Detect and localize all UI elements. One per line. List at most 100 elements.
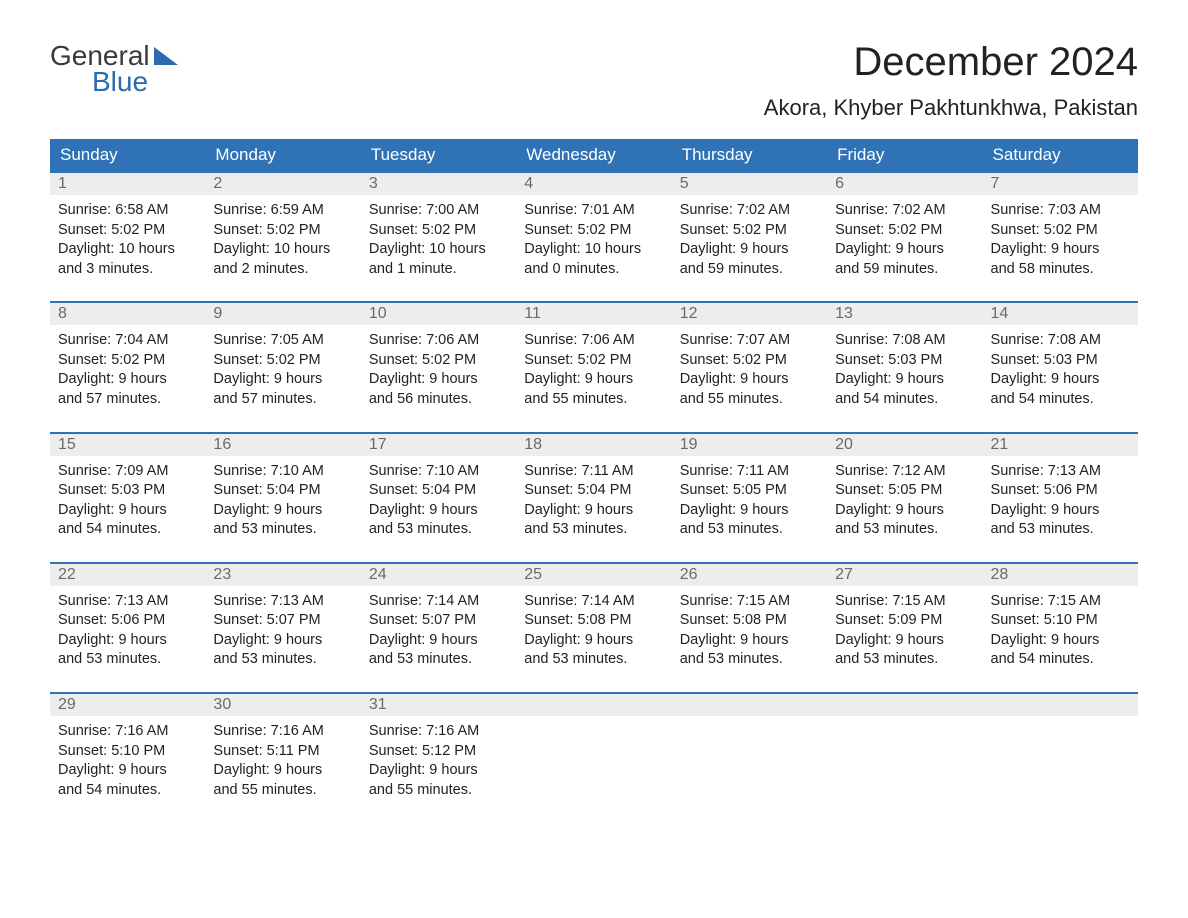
day-line: Sunrise: 7:13 AM: [213, 592, 352, 612]
day-line: Sunset: 5:04 PM: [369, 481, 508, 501]
day-cell: 13Sunrise: 7:08 AMSunset: 5:03 PMDayligh…: [827, 302, 982, 432]
day-body: Sunrise: 7:06 AMSunset: 5:02 PMDaylight:…: [516, 325, 671, 431]
location-label: Akora, Khyber Pakhtunkhwa, Pakistan: [764, 95, 1138, 121]
day-number: 30: [205, 694, 360, 716]
day-number: 10: [361, 303, 516, 325]
day-line: Sunrise: 7:03 AM: [991, 201, 1130, 221]
day-line: Sunrise: 7:05 AM: [213, 331, 352, 351]
day-line: Sunset: 5:02 PM: [369, 351, 508, 371]
day-cell: 5Sunrise: 7:02 AMSunset: 5:02 PMDaylight…: [672, 172, 827, 302]
calendar-header-row: SundayMondayTuesdayWednesdayThursdayFrid…: [50, 139, 1138, 172]
day-line: Sunset: 5:02 PM: [524, 221, 663, 241]
day-number: 2: [205, 173, 360, 195]
day-line: and 53 minutes.: [835, 650, 974, 670]
day-line: Sunrise: 7:02 AM: [680, 201, 819, 221]
day-line: Sunrise: 7:16 AM: [213, 722, 352, 742]
day-cell: 17Sunrise: 7:10 AMSunset: 5:04 PMDayligh…: [361, 433, 516, 563]
day-number: 8: [50, 303, 205, 325]
day-line: Sunset: 5:04 PM: [213, 481, 352, 501]
day-cell: 16Sunrise: 7:10 AMSunset: 5:04 PMDayligh…: [205, 433, 360, 563]
day-line: and 53 minutes.: [680, 650, 819, 670]
day-body: Sunrise: 7:11 AMSunset: 5:05 PMDaylight:…: [672, 456, 827, 562]
day-header: Friday: [827, 139, 982, 172]
day-line: Daylight: 9 hours: [991, 370, 1130, 390]
day-body: Sunrise: 7:02 AMSunset: 5:02 PMDaylight:…: [827, 195, 982, 301]
day-cell: 12Sunrise: 7:07 AMSunset: 5:02 PMDayligh…: [672, 302, 827, 432]
day-number: 23: [205, 564, 360, 586]
day-line: and 3 minutes.: [58, 260, 197, 280]
day-line: and 53 minutes.: [213, 520, 352, 540]
day-cell: 27Sunrise: 7:15 AMSunset: 5:09 PMDayligh…: [827, 563, 982, 693]
day-cell: 20Sunrise: 7:12 AMSunset: 5:05 PMDayligh…: [827, 433, 982, 563]
day-line: and 54 minutes.: [58, 520, 197, 540]
day-line: Daylight: 9 hours: [213, 631, 352, 651]
day-number: 21: [983, 434, 1138, 456]
day-line: and 55 minutes.: [524, 390, 663, 410]
day-number-empty: [827, 694, 982, 716]
day-number: 20: [827, 434, 982, 456]
day-line: Sunset: 5:10 PM: [58, 742, 197, 762]
day-body: Sunrise: 7:05 AMSunset: 5:02 PMDaylight:…: [205, 325, 360, 431]
day-line: Sunset: 5:02 PM: [524, 351, 663, 371]
day-line: Sunrise: 7:10 AM: [213, 462, 352, 482]
day-line: Sunrise: 7:14 AM: [369, 592, 508, 612]
day-body: Sunrise: 7:15 AMSunset: 5:09 PMDaylight:…: [827, 586, 982, 692]
day-cell: 7Sunrise: 7:03 AMSunset: 5:02 PMDaylight…: [983, 172, 1138, 302]
day-cell: 15Sunrise: 7:09 AMSunset: 5:03 PMDayligh…: [50, 433, 205, 563]
day-cell: 23Sunrise: 7:13 AMSunset: 5:07 PMDayligh…: [205, 563, 360, 693]
day-number: 3: [361, 173, 516, 195]
day-number: 1: [50, 173, 205, 195]
empty-cell: [827, 693, 982, 822]
day-line: Daylight: 10 hours: [58, 240, 197, 260]
day-line: Sunrise: 7:11 AM: [680, 462, 819, 482]
day-body: Sunrise: 7:14 AMSunset: 5:08 PMDaylight:…: [516, 586, 671, 692]
day-line: Sunrise: 7:06 AM: [524, 331, 663, 351]
day-line: Sunset: 5:02 PM: [58, 221, 197, 241]
day-cell: 22Sunrise: 7:13 AMSunset: 5:06 PMDayligh…: [50, 563, 205, 693]
day-line: and 58 minutes.: [991, 260, 1130, 280]
day-line: and 1 minute.: [369, 260, 508, 280]
day-line: and 53 minutes.: [213, 650, 352, 670]
day-line: Daylight: 9 hours: [369, 761, 508, 781]
day-body: Sunrise: 7:00 AMSunset: 5:02 PMDaylight:…: [361, 195, 516, 301]
day-line: and 57 minutes.: [58, 390, 197, 410]
day-line: and 54 minutes.: [991, 390, 1130, 410]
day-line: Daylight: 9 hours: [524, 631, 663, 651]
day-line: Sunrise: 7:09 AM: [58, 462, 197, 482]
day-line: Sunrise: 7:15 AM: [680, 592, 819, 612]
day-number: 11: [516, 303, 671, 325]
day-line: Sunset: 5:03 PM: [58, 481, 197, 501]
day-cell: 10Sunrise: 7:06 AMSunset: 5:02 PMDayligh…: [361, 302, 516, 432]
day-number: 7: [983, 173, 1138, 195]
day-body: Sunrise: 7:04 AMSunset: 5:02 PMDaylight:…: [50, 325, 205, 431]
day-number: 15: [50, 434, 205, 456]
day-line: Sunrise: 7:16 AM: [369, 722, 508, 742]
day-header: Tuesday: [361, 139, 516, 172]
day-number: 13: [827, 303, 982, 325]
day-number: 31: [361, 694, 516, 716]
day-header: Sunday: [50, 139, 205, 172]
empty-cell: [983, 693, 1138, 822]
day-line: and 53 minutes.: [835, 520, 974, 540]
day-body: Sunrise: 7:15 AMSunset: 5:08 PMDaylight:…: [672, 586, 827, 692]
day-line: Daylight: 9 hours: [369, 631, 508, 651]
day-cell: 18Sunrise: 7:11 AMSunset: 5:04 PMDayligh…: [516, 433, 671, 563]
day-line: Sunset: 5:02 PM: [369, 221, 508, 241]
day-body: Sunrise: 7:10 AMSunset: 5:04 PMDaylight:…: [205, 456, 360, 562]
day-line: Daylight: 9 hours: [835, 631, 974, 651]
day-cell: 9Sunrise: 7:05 AMSunset: 5:02 PMDaylight…: [205, 302, 360, 432]
day-line: and 55 minutes.: [680, 390, 819, 410]
day-number: 29: [50, 694, 205, 716]
day-cell: 21Sunrise: 7:13 AMSunset: 5:06 PMDayligh…: [983, 433, 1138, 563]
day-line: Sunset: 5:02 PM: [680, 221, 819, 241]
day-line: Sunset: 5:06 PM: [58, 611, 197, 631]
day-body: Sunrise: 7:11 AMSunset: 5:04 PMDaylight:…: [516, 456, 671, 562]
title-block: December 2024 Akora, Khyber Pakhtunkhwa,…: [764, 40, 1138, 131]
week-row: 29Sunrise: 7:16 AMSunset: 5:10 PMDayligh…: [50, 693, 1138, 822]
day-line: Daylight: 9 hours: [369, 370, 508, 390]
day-line: Sunrise: 7:14 AM: [524, 592, 663, 612]
day-line: Daylight: 9 hours: [58, 761, 197, 781]
day-number-empty: [516, 694, 671, 716]
day-line: Sunrise: 7:00 AM: [369, 201, 508, 221]
day-cell: 2Sunrise: 6:59 AMSunset: 5:02 PMDaylight…: [205, 172, 360, 302]
